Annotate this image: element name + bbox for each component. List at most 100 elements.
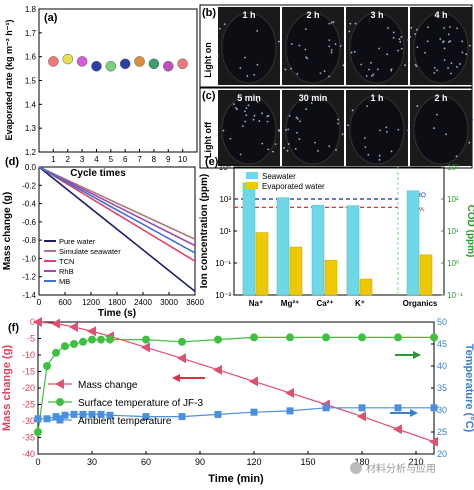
salt-speck bbox=[245, 114, 248, 116]
f-marker-square bbox=[79, 410, 87, 418]
salt-speck bbox=[245, 107, 248, 110]
a-ytick-label: 1.2 bbox=[25, 148, 37, 157]
panel-e-ylabel: Ion concentration (ppm) bbox=[199, 174, 210, 288]
e-ytick-label: 10¹ bbox=[219, 227, 231, 236]
f-marker-square bbox=[394, 404, 402, 412]
salt-speck bbox=[379, 129, 381, 132]
e-bar bbox=[276, 197, 290, 296]
salt-speck bbox=[239, 153, 242, 156]
f-ytick-right-label: 40 bbox=[437, 361, 447, 371]
d-xtick-label: 600 bbox=[58, 298, 72, 307]
salt-speck bbox=[370, 61, 372, 64]
d-legend-label: TCN bbox=[59, 257, 74, 266]
salt-speck bbox=[328, 39, 331, 42]
salt-speck bbox=[397, 128, 400, 131]
a-ytick-label: 1.6 bbox=[25, 53, 37, 62]
f-marker-square bbox=[70, 410, 78, 418]
d-legend-label: Simulate seawater bbox=[59, 247, 121, 256]
salt-speck bbox=[310, 102, 313, 104]
d-series-line bbox=[38, 166, 196, 254]
salt-speck bbox=[332, 21, 335, 23]
panel-f: (f) 0 -5 -10 -15 -20 -25 -30 -35 -40 20 25 30 35 40 45… bbox=[1, 317, 474, 485]
salt-speck bbox=[290, 67, 292, 70]
f-ytick-right-label: 30 bbox=[437, 405, 447, 415]
salt-speck bbox=[424, 51, 426, 54]
f-marker-circle bbox=[250, 333, 258, 342]
f-marker-circle bbox=[106, 335, 114, 344]
salt-speck bbox=[342, 64, 345, 67]
f-marker-square bbox=[214, 410, 222, 418]
d-legend-label: RhB bbox=[59, 267, 74, 276]
salt-speck bbox=[410, 26, 413, 29]
salt-speck bbox=[465, 53, 468, 56]
salt-speck bbox=[247, 104, 250, 107]
salt-speck bbox=[390, 68, 393, 71]
a-data-point bbox=[48, 56, 59, 67]
salt-speck bbox=[378, 158, 381, 161]
d-xtick-label: 1800 bbox=[108, 298, 126, 307]
a-data-point bbox=[62, 53, 73, 65]
f-marker-square bbox=[358, 404, 366, 412]
f-marker-circle bbox=[79, 337, 87, 346]
f-marker-circle bbox=[358, 333, 366, 342]
f-marker-circle bbox=[142, 335, 150, 344]
salt-speck bbox=[278, 129, 280, 131]
f-marker-square bbox=[88, 410, 96, 418]
a-data-point bbox=[91, 60, 102, 72]
salt-speck bbox=[243, 56, 246, 59]
f-marker-circle bbox=[394, 333, 402, 342]
f-axis-arrow-left-head bbox=[172, 374, 180, 382]
e-bar bbox=[419, 254, 433, 296]
salt-speck bbox=[337, 118, 340, 121]
salt-speck bbox=[242, 125, 244, 127]
salt-speck bbox=[339, 45, 342, 47]
salt-speck bbox=[400, 47, 403, 50]
d-ytick-label: -1.0 bbox=[22, 254, 36, 263]
salt-speck bbox=[443, 27, 446, 29]
salt-speck bbox=[408, 62, 411, 65]
f-marker-triangle bbox=[55, 379, 64, 389]
photo-frame-label: 30 min bbox=[299, 93, 328, 103]
salt-speck bbox=[239, 67, 242, 69]
f-marker-triangle bbox=[69, 321, 78, 332]
salt-speck bbox=[299, 120, 301, 123]
salt-speck bbox=[244, 120, 247, 123]
salt-speck bbox=[400, 36, 403, 38]
a-ytick-label: 1.4 bbox=[25, 100, 37, 109]
d-ytick-label: -0.4 bbox=[22, 200, 36, 209]
e-ytick-label: 10⁵ bbox=[219, 163, 231, 172]
salt-speck bbox=[252, 118, 255, 121]
salt-speck bbox=[364, 146, 367, 148]
salt-speck bbox=[330, 49, 333, 51]
salt-speck bbox=[443, 59, 446, 62]
e-ytick-right-label: 10¹ bbox=[447, 227, 459, 236]
panel-c: (c) Light off 5 min 30 min 1 h 2 h bbox=[199, 87, 474, 169]
salt-speck bbox=[285, 129, 287, 131]
panel-a-ylabel: Evaporated rate (kg m⁻² h⁻¹) bbox=[4, 19, 14, 140]
panel-a-label: (a) bbox=[44, 12, 58, 24]
panel-b: (b) Light on 1 h 2 h 3 h 4 h bbox=[199, 4, 473, 88]
salt-speck bbox=[284, 68, 287, 71]
salt-speck bbox=[354, 22, 357, 25]
f-ytick-label: -20 bbox=[22, 383, 35, 393]
salt-speck bbox=[468, 141, 471, 144]
salt-speck bbox=[261, 142, 264, 145]
e-legend-label: Evaporated water bbox=[262, 182, 325, 191]
salt-speck bbox=[267, 148, 270, 151]
f-marker-triangle bbox=[33, 317, 42, 327]
salt-speck bbox=[334, 43, 337, 46]
salt-speck bbox=[272, 150, 274, 153]
salt-speck bbox=[256, 63, 259, 66]
e-bar bbox=[255, 232, 269, 296]
salt-speck bbox=[404, 64, 407, 67]
e-category-label: Na⁺ bbox=[249, 299, 263, 308]
salt-speck bbox=[296, 117, 299, 120]
e-legend-swatch bbox=[246, 182, 258, 189]
salt-speck bbox=[427, 26, 429, 29]
photo-dish bbox=[221, 95, 277, 165]
a-data-point bbox=[119, 58, 131, 70]
e-bar bbox=[359, 278, 373, 296]
a-ytick-label: 1.8 bbox=[25, 5, 37, 14]
salt-speck bbox=[376, 68, 379, 71]
